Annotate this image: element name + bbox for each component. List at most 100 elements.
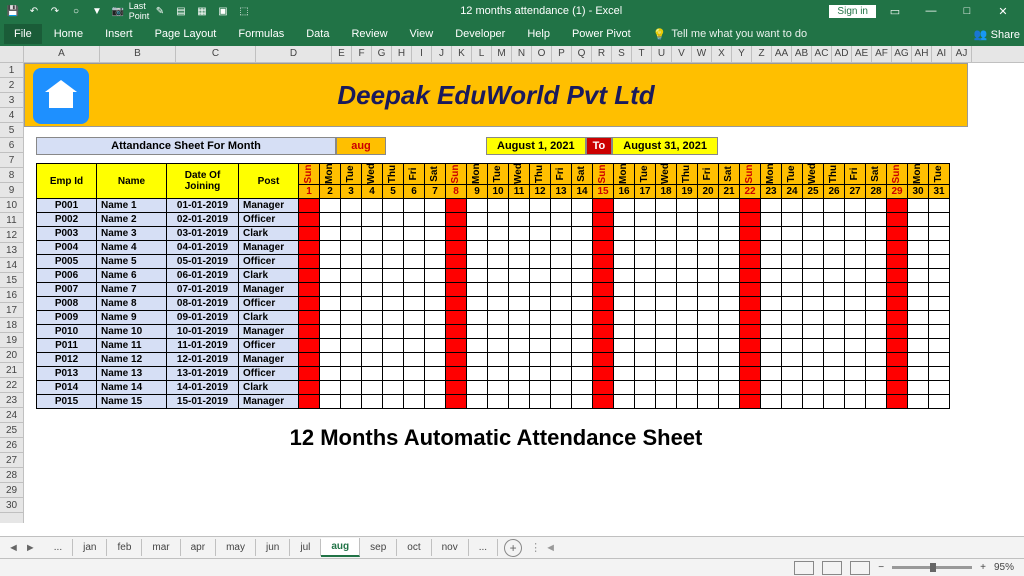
day-cell[interactable] xyxy=(341,367,362,381)
close-icon[interactable]: ✕ xyxy=(986,0,1020,22)
day-cell[interactable] xyxy=(929,395,950,409)
table-row[interactable]: P005Name 505-01-2019Officer xyxy=(37,255,950,269)
col-header[interactable]: R xyxy=(592,46,612,62)
day-cell[interactable] xyxy=(404,297,425,311)
day-cell[interactable] xyxy=(383,381,404,395)
day-cell[interactable] xyxy=(446,381,467,395)
day-cell[interactable] xyxy=(824,269,845,283)
cell-name[interactable]: Name 12 xyxy=(97,353,167,367)
day-cell[interactable] xyxy=(299,311,320,325)
cell-name[interactable]: Name 7 xyxy=(97,283,167,297)
day-cell[interactable] xyxy=(719,241,740,255)
day-cell[interactable] xyxy=(908,269,929,283)
day-cell[interactable] xyxy=(929,367,950,381)
col-header[interactable]: M xyxy=(492,46,512,62)
day-cell[interactable] xyxy=(887,367,908,381)
day-cell[interactable] xyxy=(572,241,593,255)
col-header[interactable]: AI xyxy=(932,46,952,62)
day-cell[interactable] xyxy=(719,367,740,381)
day-cell[interactable] xyxy=(320,339,341,353)
day-cell[interactable] xyxy=(467,381,488,395)
day-cell[interactable] xyxy=(740,199,761,213)
day-cell[interactable] xyxy=(488,339,509,353)
day-cell[interactable] xyxy=(404,353,425,367)
day-cell[interactable] xyxy=(446,241,467,255)
day-cell[interactable] xyxy=(593,213,614,227)
day-cell[interactable] xyxy=(530,339,551,353)
cell-empid[interactable]: P006 xyxy=(37,269,97,283)
day-cell[interactable] xyxy=(572,353,593,367)
day-cell[interactable] xyxy=(404,367,425,381)
row-header[interactable]: 17 xyxy=(0,303,23,318)
row-header[interactable]: 3 xyxy=(0,93,23,108)
day-cell[interactable] xyxy=(593,269,614,283)
sheet-tab-...[interactable]: ... xyxy=(469,539,498,556)
day-cell[interactable] xyxy=(908,325,929,339)
ribbon-tab-page-layout[interactable]: Page Layout xyxy=(145,24,227,44)
day-cell[interactable] xyxy=(929,255,950,269)
day-cell[interactable] xyxy=(698,395,719,409)
day-cell[interactable] xyxy=(383,339,404,353)
day-cell[interactable] xyxy=(509,339,530,353)
day-cell[interactable] xyxy=(446,311,467,325)
day-cell[interactable] xyxy=(824,199,845,213)
day-cell[interactable] xyxy=(677,269,698,283)
day-cell[interactable] xyxy=(908,353,929,367)
cell-doj[interactable]: 03-01-2019 xyxy=(167,227,239,241)
table-row[interactable]: P013Name 1313-01-2019Officer xyxy=(37,367,950,381)
cell-empid[interactable]: P015 xyxy=(37,395,97,409)
day-cell[interactable] xyxy=(740,311,761,325)
sheet-tab-aug[interactable]: aug xyxy=(321,538,360,557)
day-cell[interactable] xyxy=(887,339,908,353)
day-cell[interactable] xyxy=(467,325,488,339)
day-cell[interactable] xyxy=(425,283,446,297)
day-cell[interactable] xyxy=(362,283,383,297)
day-cell[interactable] xyxy=(341,297,362,311)
row-header[interactable]: 15 xyxy=(0,273,23,288)
cell-empid[interactable]: P008 xyxy=(37,297,97,311)
sheet-content[interactable]: Deepak EduWorld Pvt Ltd Attandance Sheet… xyxy=(24,63,1024,523)
day-cell[interactable] xyxy=(383,199,404,213)
day-cell[interactable] xyxy=(866,213,887,227)
day-cell[interactable] xyxy=(698,255,719,269)
day-cell[interactable] xyxy=(614,367,635,381)
day-cell[interactable] xyxy=(845,353,866,367)
col-header[interactable]: E xyxy=(332,46,352,62)
day-cell[interactable] xyxy=(803,325,824,339)
day-cell[interactable] xyxy=(551,297,572,311)
day-cell[interactable] xyxy=(467,395,488,409)
day-cell[interactable] xyxy=(782,213,803,227)
day-cell[interactable] xyxy=(656,241,677,255)
day-cell[interactable] xyxy=(530,199,551,213)
day-cell[interactable] xyxy=(635,353,656,367)
day-cell[interactable] xyxy=(551,199,572,213)
day-cell[interactable] xyxy=(299,325,320,339)
maximize-icon[interactable]: □ xyxy=(950,0,984,22)
day-cell[interactable] xyxy=(740,367,761,381)
day-cell[interactable] xyxy=(824,213,845,227)
day-cell[interactable] xyxy=(929,241,950,255)
sheet-tab-jul[interactable]: jul xyxy=(290,539,321,556)
day-cell[interactable] xyxy=(341,255,362,269)
day-cell[interactable] xyxy=(530,353,551,367)
day-cell[interactable] xyxy=(761,227,782,241)
day-cell[interactable] xyxy=(740,227,761,241)
day-cell[interactable] xyxy=(299,339,320,353)
table-row[interactable]: P009Name 909-01-2019Clark xyxy=(37,311,950,325)
row-header[interactable]: 6 xyxy=(0,138,23,153)
day-cell[interactable] xyxy=(740,395,761,409)
day-cell[interactable] xyxy=(320,395,341,409)
qat-btn[interactable]: ✎ xyxy=(151,2,169,20)
day-cell[interactable] xyxy=(908,311,929,325)
day-cell[interactable] xyxy=(635,269,656,283)
day-cell[interactable] xyxy=(803,269,824,283)
cell-doj[interactable]: 04-01-2019 xyxy=(167,241,239,255)
day-cell[interactable] xyxy=(488,325,509,339)
day-cell[interactable] xyxy=(320,353,341,367)
tab-nav-right-icon[interactable]: ► xyxy=(25,542,36,554)
row-header[interactable]: 25 xyxy=(0,423,23,438)
day-cell[interactable] xyxy=(551,325,572,339)
day-cell[interactable] xyxy=(614,283,635,297)
day-cell[interactable] xyxy=(509,199,530,213)
day-cell[interactable] xyxy=(866,227,887,241)
